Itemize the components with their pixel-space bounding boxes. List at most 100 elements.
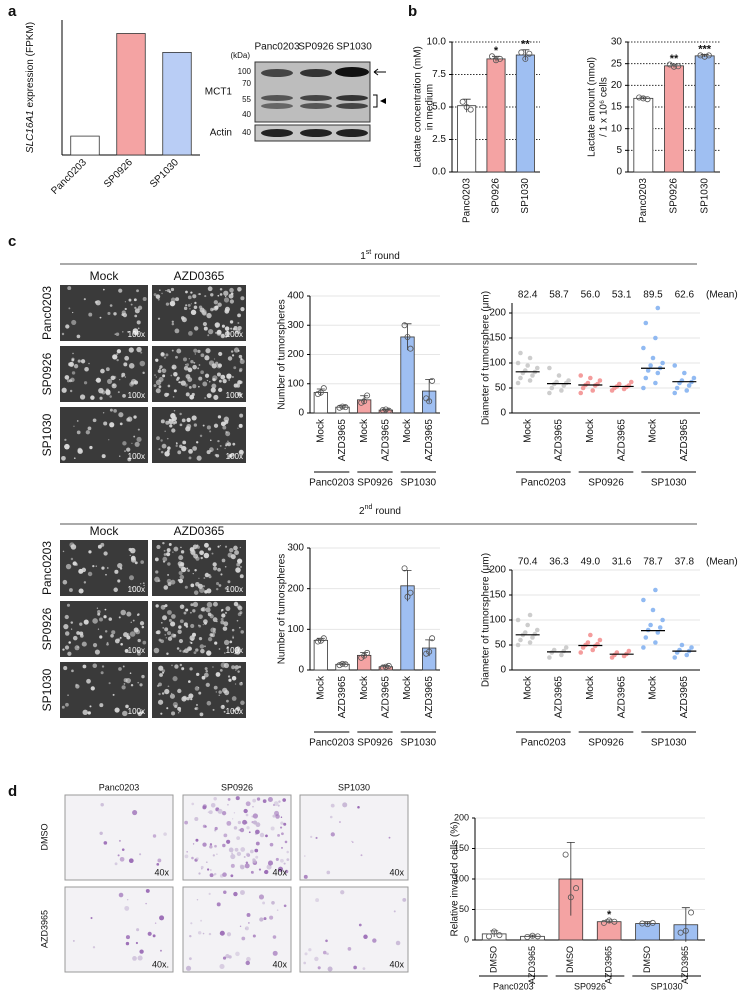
x-tick-label: Mock xyxy=(359,675,370,700)
significance: * xyxy=(494,45,499,57)
micrograph-speck xyxy=(219,544,222,547)
micrograph-speck xyxy=(155,388,161,394)
micrograph-speck xyxy=(168,619,172,623)
data-point xyxy=(547,390,552,396)
micrograph-speck xyxy=(226,839,231,844)
data-point xyxy=(518,375,523,381)
micrograph-speck xyxy=(211,383,217,389)
micrograph-speck xyxy=(127,331,130,333)
micrograph-speck xyxy=(255,829,260,835)
x-tick-label: DMSO xyxy=(642,946,652,973)
micrograph-speck xyxy=(69,389,73,393)
error-bar xyxy=(403,323,412,351)
micrograph-speck xyxy=(126,635,131,640)
micrograph-speck xyxy=(204,645,206,648)
micrograph-speck xyxy=(124,376,126,378)
data-point xyxy=(527,378,533,383)
micrograph-speck xyxy=(182,440,187,445)
micrograph-speck xyxy=(137,955,143,961)
micrograph-speck xyxy=(224,587,228,590)
data-point xyxy=(686,383,692,388)
micrograph-speck xyxy=(117,562,123,569)
micrograph-speck xyxy=(222,872,227,877)
data-point xyxy=(655,370,661,376)
micrograph-speck xyxy=(155,570,159,574)
micrograph-speck xyxy=(182,667,185,670)
micrograph-speck xyxy=(252,858,256,862)
micrograph-speck xyxy=(108,617,113,621)
micrograph-speck xyxy=(118,288,123,293)
y-tick-label: 25 xyxy=(611,58,623,69)
data-point xyxy=(342,661,349,668)
micrograph-speck xyxy=(198,305,203,309)
micrograph-speck xyxy=(229,547,234,553)
micrograph-speck xyxy=(114,862,118,866)
blot-band xyxy=(335,67,369,77)
data-point xyxy=(382,663,389,670)
bar xyxy=(313,639,328,671)
data-point xyxy=(590,647,596,653)
data-point xyxy=(653,335,658,341)
y-tick-label: 200 xyxy=(454,812,469,822)
micrograph-speck xyxy=(137,428,140,431)
x-tick-label: AZD3965 xyxy=(424,676,435,719)
micrograph-speck xyxy=(229,640,233,644)
micrograph-speck xyxy=(195,703,198,706)
micrograph-speck xyxy=(208,573,211,576)
column-label: Mock xyxy=(90,524,120,538)
micrograph-speck xyxy=(223,833,228,838)
micrograph-speck xyxy=(133,298,137,302)
micrograph-speck xyxy=(188,331,193,336)
micrograph-speck xyxy=(72,940,75,942)
data-point xyxy=(342,404,349,411)
error-bar xyxy=(681,907,690,942)
micrograph-speck xyxy=(244,927,247,930)
x-tick-label: Mock xyxy=(585,418,596,443)
data-point xyxy=(459,98,466,105)
micrograph-speck xyxy=(194,301,197,305)
significance: ** xyxy=(670,53,679,65)
micrograph-speck xyxy=(155,358,159,362)
micrograph-speck xyxy=(103,288,105,291)
micrograph-speck xyxy=(231,376,234,378)
micrograph-speck xyxy=(136,346,142,353)
micrograph-speck xyxy=(179,574,185,580)
micrograph-speck xyxy=(240,307,245,312)
micrograph-speck xyxy=(87,711,91,715)
micrograph-speck xyxy=(200,648,205,654)
data-point xyxy=(691,375,697,381)
magnification: 100x xyxy=(128,646,145,655)
micrograph-speck xyxy=(217,415,222,419)
y-axis-label-part: expression (FPKM) xyxy=(25,22,36,110)
data-point xyxy=(677,929,684,936)
micrograph-speck xyxy=(252,934,256,938)
micrograph-speck xyxy=(245,852,250,857)
micrograph-speck xyxy=(89,445,93,450)
micrograph-speck xyxy=(167,446,171,450)
micrograph-speck xyxy=(137,305,143,310)
micrograph-speck xyxy=(329,815,333,819)
y-tick-label: 100 xyxy=(489,615,506,626)
lane-label: SP0926 xyxy=(298,42,334,53)
micrograph-speck xyxy=(186,417,191,423)
micrograph-speck xyxy=(207,547,212,551)
blot-band xyxy=(336,129,368,137)
micrograph-speck xyxy=(113,375,117,379)
magnification: 40x. xyxy=(152,959,169,969)
micrograph-speck xyxy=(304,952,308,956)
micrograph-speck xyxy=(216,620,218,623)
micrograph-speck xyxy=(278,800,281,803)
micrograph-speck xyxy=(213,423,219,428)
data-point xyxy=(563,645,569,650)
micrograph-speck xyxy=(68,307,71,310)
micrograph-speck xyxy=(200,370,204,375)
micrograph-speck xyxy=(199,307,205,313)
micrograph-speck xyxy=(172,396,175,398)
micrograph-speck xyxy=(199,712,204,717)
micrograph-speck xyxy=(139,583,142,585)
micrograph-speck xyxy=(129,631,136,637)
micrograph-speck xyxy=(209,843,213,846)
micrograph-speck xyxy=(252,813,258,819)
target-label: Actin xyxy=(210,128,232,139)
bar xyxy=(162,52,192,156)
